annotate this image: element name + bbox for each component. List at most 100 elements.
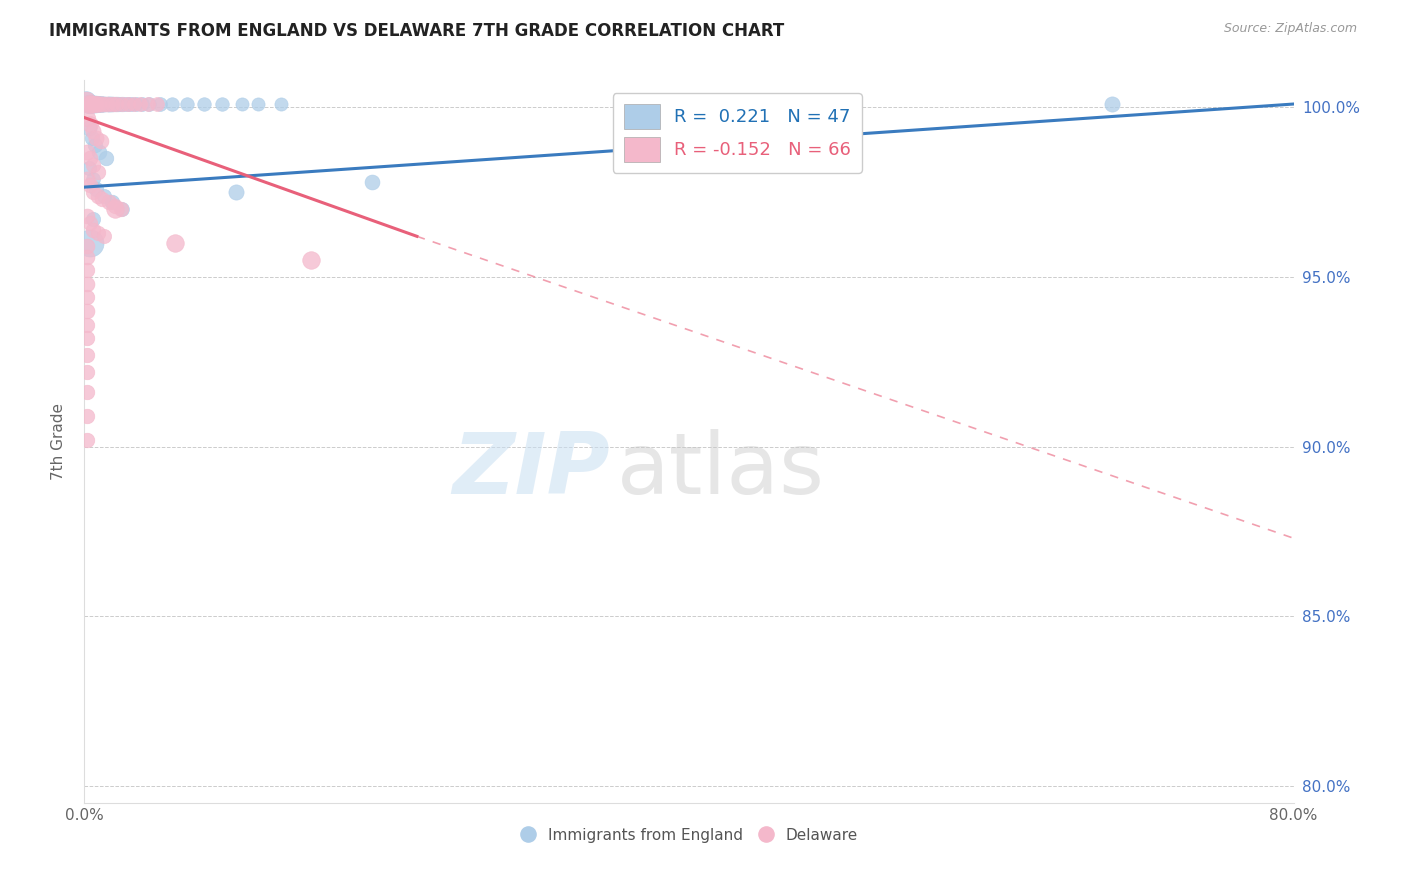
Point [104,199,127,213]
Point [105,97,128,112]
Point [165,236,187,251]
Point [93,229,115,244]
Point [136,97,159,112]
Point [299,253,322,268]
Point [176,97,198,112]
Point [76,290,98,304]
Point [75,94,97,108]
Point [82,124,104,138]
Point [96,97,118,112]
Point [247,97,270,112]
Point [231,97,253,112]
Point [80,97,103,112]
Point [360,175,382,189]
Point [104,202,127,217]
Point [87,226,110,240]
Point [1101,97,1123,112]
Point [107,97,129,112]
Point [129,97,152,112]
Point [77,97,100,112]
Point [76,277,98,291]
Point [82,222,104,236]
Point [77,97,100,112]
Point [77,120,100,135]
Point [79,236,101,251]
Point [84,137,107,152]
Y-axis label: 7th Grade: 7th Grade [51,403,66,480]
Point [76,385,98,400]
Point [82,212,104,227]
Point [76,365,98,379]
Point [84,97,107,112]
Point [76,318,98,332]
Point [76,239,98,253]
Point [87,97,110,112]
Point [84,97,107,112]
Point [225,185,247,199]
Point [79,178,101,193]
Point [97,97,120,112]
Point [76,145,98,159]
Point [270,97,292,112]
Point [76,209,98,223]
Point [160,97,183,112]
Point [138,97,160,112]
Point [120,97,142,112]
Legend: Immigrants from England, Delaware: Immigrants from England, Delaware [515,822,863,849]
Point [76,348,98,362]
Point [91,192,114,206]
Point [100,195,122,210]
Point [79,117,101,131]
Text: Source: ZipAtlas.com: Source: ZipAtlas.com [1223,22,1357,36]
Point [82,171,104,186]
Text: atlas: atlas [616,429,824,512]
Text: ZIP: ZIP [453,429,610,512]
Point [111,97,134,112]
Point [110,202,132,217]
Point [111,202,134,217]
Point [117,97,139,112]
Point [76,409,98,423]
Point [93,97,115,112]
Point [90,134,112,148]
Point [82,185,104,199]
Point [115,97,138,112]
Point [100,97,122,112]
Point [89,145,111,159]
Point [76,304,98,318]
Point [100,97,122,112]
Point [79,216,101,230]
Point [79,151,101,165]
Point [76,250,98,264]
Point [87,97,110,112]
Point [91,97,114,112]
Point [211,97,233,112]
Point [80,97,103,112]
Point [193,97,215,112]
Point [149,97,172,112]
Point [122,97,145,112]
Point [97,195,120,210]
Point [93,188,115,202]
Point [87,165,110,179]
Point [77,161,100,176]
Point [87,188,110,202]
Point [125,97,148,112]
Point [76,331,98,345]
Point [131,97,153,112]
Point [76,433,98,447]
Point [104,97,127,112]
Point [80,131,103,145]
Text: IMMIGRANTS FROM ENGLAND VS DELAWARE 7TH GRADE CORRELATION CHART: IMMIGRANTS FROM ENGLAND VS DELAWARE 7TH … [49,22,785,40]
Point [146,97,169,112]
Point [75,94,97,108]
Point [86,182,108,196]
Point [82,158,104,172]
Point [111,97,134,112]
Point [76,263,98,277]
Point [76,111,98,125]
Point [90,97,112,112]
Point [76,171,98,186]
Point [86,131,108,145]
Point [94,151,117,165]
